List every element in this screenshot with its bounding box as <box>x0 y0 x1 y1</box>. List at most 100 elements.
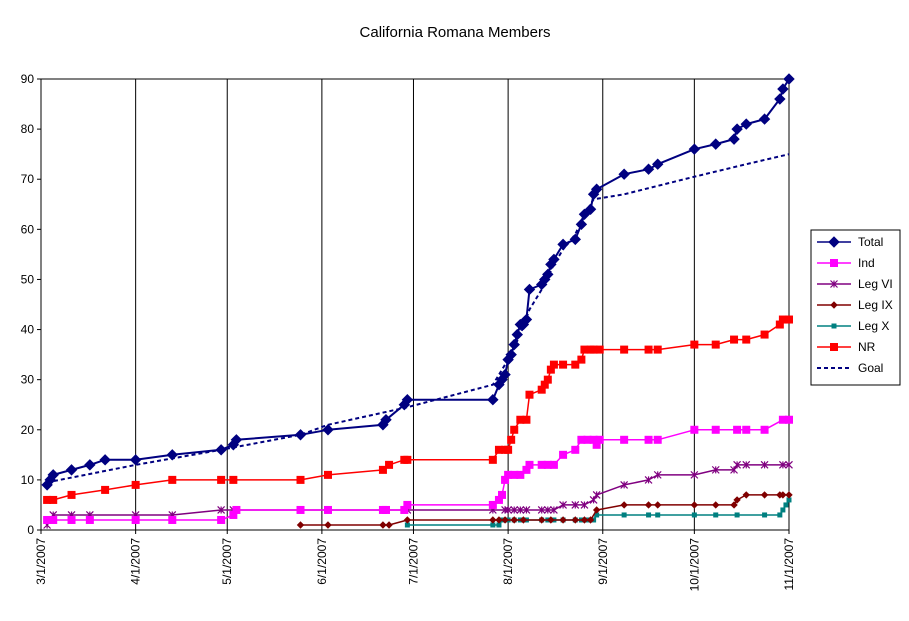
point-ind-34 <box>620 435 629 444</box>
point-total-33 <box>548 253 560 266</box>
point-nr-35 <box>620 345 629 354</box>
point-nr-8 <box>296 475 305 484</box>
point-total-45 <box>710 138 722 150</box>
y-tick-label-4: 40 <box>21 323 35 337</box>
point-ind-26 <box>549 460 558 469</box>
point-total-23 <box>508 338 520 351</box>
point-leg-vi-26 <box>620 480 629 489</box>
point-total-20 <box>499 368 511 381</box>
point-total-4 <box>84 459 96 471</box>
legend-label-leg-x: Leg X <box>858 319 889 333</box>
point-leg-ix-19 <box>654 501 662 509</box>
point-ind-43 <box>785 415 793 424</box>
point-nr-13 <box>403 455 412 464</box>
point-leg-x-26 <box>783 502 789 508</box>
point-nr-6 <box>217 475 226 484</box>
point-nr-7 <box>229 475 238 484</box>
point-leg-vi-27 <box>644 475 653 484</box>
point-nr-34 <box>595 345 604 354</box>
point-total-10 <box>230 434 243 446</box>
x-tick-label-0: 3/1/2007 <box>34 538 48 585</box>
point-total-2 <box>47 469 59 481</box>
point-leg-vi-23 <box>580 501 589 509</box>
point-leg-ix-21 <box>712 501 720 509</box>
legend-label-ind: Ind <box>858 256 875 270</box>
legend: Total Ind Leg VI Leg IX Leg X NR Goal <box>810 229 901 386</box>
point-total-50 <box>774 93 786 105</box>
point-total-49 <box>758 113 771 125</box>
series-nr <box>43 315 793 504</box>
legend-label-leg-ix: Leg IX <box>858 298 893 312</box>
legend-marker-total <box>828 236 840 248</box>
point-nr-1 <box>49 495 58 504</box>
y-tick-label-6: 60 <box>21 222 35 236</box>
point-ind-39 <box>733 425 742 434</box>
point-total-28 <box>523 283 536 296</box>
point-leg-ix-9 <box>519 516 528 524</box>
point-ind-1 <box>49 515 58 524</box>
point-nr-14 <box>488 455 497 464</box>
point-ind-41 <box>760 425 769 434</box>
point-nr-22 <box>525 390 534 399</box>
point-total-44 <box>688 143 701 155</box>
legend-marker-ind <box>830 259 838 267</box>
point-leg-ix-13 <box>571 516 579 524</box>
point-total-12 <box>322 424 334 436</box>
point-nr-21 <box>522 415 531 424</box>
point-nr-2 <box>67 490 76 499</box>
point-total-41 <box>618 168 630 180</box>
point-nr-39 <box>711 340 720 349</box>
point-leg-ix-16 <box>592 506 601 514</box>
point-leg-vi-33 <box>742 460 751 469</box>
point-ind-15 <box>488 500 497 509</box>
point-leg-ix-6 <box>495 516 503 524</box>
point-total-11 <box>294 429 307 441</box>
point-ind-9 <box>296 505 305 514</box>
point-ind-17 <box>498 490 507 499</box>
y-tick-label-5: 50 <box>21 272 35 286</box>
point-leg-ix-8 <box>510 516 518 524</box>
point-leg-x-20 <box>691 512 697 518</box>
point-leg-ix-11 <box>547 516 555 524</box>
legend-marker-nr <box>830 343 838 351</box>
point-leg-ix-28 <box>785 491 793 499</box>
point-ind-21 <box>516 470 525 479</box>
point-leg-vi-28 <box>653 470 662 479</box>
point-leg-ix-10 <box>537 516 546 524</box>
point-leg-vi-36 <box>785 460 793 469</box>
point-leg-vi-20 <box>549 506 558 514</box>
point-leg-vi-6 <box>217 506 226 514</box>
point-leg-vi-32 <box>733 460 742 469</box>
y-tick-label-7: 70 <box>21 172 35 186</box>
point-ind-8 <box>232 505 241 514</box>
axes: 0 10 20 30 40 50 60 70 80 90 3/1/2007 4/1/2007 5/1/2… <box>21 72 796 591</box>
point-total-38 <box>584 203 597 215</box>
point-ind-2 <box>67 515 76 524</box>
point-total-35 <box>569 233 581 246</box>
x-tick-label-8: 11/1/2007 <box>782 538 796 591</box>
point-leg-ix-4 <box>403 516 412 524</box>
series-layer <box>41 73 795 529</box>
series-line-nr <box>47 318 789 501</box>
legend-label-total: Total <box>858 235 883 249</box>
point-leg-ix-24 <box>742 491 750 499</box>
point-total-47 <box>731 123 743 135</box>
point-leg-vi-22 <box>571 501 580 509</box>
point-leg-vi-29 <box>690 470 699 479</box>
x-tick-label-6: 9/1/2007 <box>596 538 610 585</box>
point-ind-6 <box>217 515 226 524</box>
series-ind <box>43 415 793 524</box>
point-ind-35 <box>644 435 653 444</box>
point-leg-vi-30 <box>711 465 720 474</box>
point-leg-ix-20 <box>690 501 699 509</box>
point-nr-38 <box>690 340 699 349</box>
point-leg-vi-25 <box>592 490 601 499</box>
point-leg-ix-22 <box>730 501 738 509</box>
point-nr-37 <box>653 345 662 354</box>
point-leg-vi-21 <box>559 501 567 509</box>
point-leg-ix-5 <box>489 516 497 524</box>
y-tick-label-0: 0 <box>27 523 34 537</box>
point-nr-28 <box>559 360 568 369</box>
point-total-42 <box>642 163 655 175</box>
point-nr-11 <box>385 460 394 469</box>
